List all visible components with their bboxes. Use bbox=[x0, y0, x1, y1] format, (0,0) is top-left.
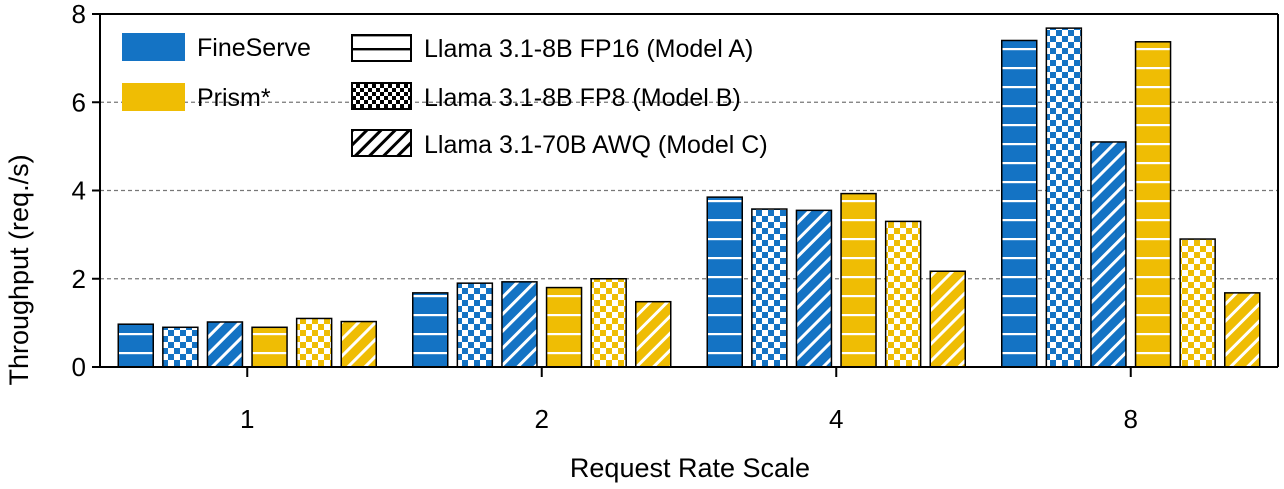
x-tick-label: 1 bbox=[240, 404, 254, 434]
bar-prism-model-c-8 bbox=[1224, 292, 1261, 368]
bar-prism-model-b-2 bbox=[590, 278, 627, 368]
bar-prism-model-b-4 bbox=[884, 220, 922, 368]
bar-fineserve-model-a-8 bbox=[1001, 39, 1038, 368]
bar-prism-model-b-1 bbox=[295, 317, 333, 368]
bar-prism-model-a-4 bbox=[840, 192, 877, 368]
y-tick-labels: 0 2 4 6 8 bbox=[72, 0, 86, 382]
x-tick-label: 8 bbox=[1124, 404, 1138, 434]
legend-label-model-a: Llama 3.1-8B FP16 (Model A) bbox=[424, 35, 753, 63]
x-tick-labels: 1 2 4 8 bbox=[240, 404, 1138, 434]
legend-label-model-b: Llama 3.1-8B FP8 (Model B) bbox=[424, 84, 741, 112]
bar-prism-model-c-1 bbox=[340, 320, 377, 368]
bar-fineserve-model-b-1 bbox=[162, 326, 199, 368]
bar-fineserve-model-a-1 bbox=[117, 323, 154, 368]
bar-fineserve-model-c-8 bbox=[1090, 141, 1127, 368]
y-tick-label: 4 bbox=[72, 176, 86, 206]
bar-prism-model-c-2 bbox=[635, 300, 672, 368]
bar-fineserve-model-a-2 bbox=[412, 292, 449, 368]
y-tick-label: 8 bbox=[72, 0, 86, 29]
y-axis-title: Throughput (req./s) bbox=[4, 154, 34, 385]
legend-swatch-model-a bbox=[351, 34, 412, 62]
y-tick-label: 6 bbox=[72, 87, 86, 117]
legend-swatch-fineserve bbox=[122, 33, 185, 61]
bar-fineserve-model-b-4 bbox=[751, 208, 788, 368]
x-tick-label: 2 bbox=[535, 404, 549, 434]
axes bbox=[92, 13, 1279, 377]
bar-prism-model-c-4 bbox=[929, 270, 966, 368]
bar-prism-model-a-2 bbox=[545, 286, 583, 368]
legend-label-fineserve: FineServe bbox=[197, 34, 311, 62]
bar-fineserve-model-c-1 bbox=[206, 321, 244, 368]
legend: FineServe Prism* Llama 3.1-8B FP16 (Mode… bbox=[122, 33, 768, 159]
y-tick-label: 0 bbox=[72, 352, 86, 382]
bar-fineserve-model-c-2 bbox=[501, 281, 538, 368]
bar-prism-model-a-1 bbox=[251, 326, 288, 368]
bars bbox=[117, 27, 1261, 368]
bar-fineserve-model-b-8 bbox=[1045, 27, 1083, 368]
legend-swatch-model-c bbox=[351, 129, 412, 157]
x-axis-title: Request Rate Scale bbox=[570, 453, 810, 483]
legend-label-model-c: Llama 3.1-70B AWQ (Model C) bbox=[424, 131, 768, 159]
x-tick-label: 4 bbox=[829, 404, 843, 434]
legend-swatch-model-b bbox=[351, 82, 412, 110]
bar-fineserve-model-a-4 bbox=[706, 196, 743, 368]
bar-prism-model-a-8 bbox=[1134, 41, 1172, 368]
bar-fineserve-model-b-2 bbox=[456, 282, 494, 368]
bar-prism-model-b-8 bbox=[1179, 238, 1216, 368]
legend-label-prism: Prism* bbox=[197, 84, 271, 112]
bar-fineserve-model-c-4 bbox=[795, 209, 833, 368]
y-tick-label: 2 bbox=[72, 264, 86, 294]
legend-swatch-prism bbox=[122, 83, 185, 111]
